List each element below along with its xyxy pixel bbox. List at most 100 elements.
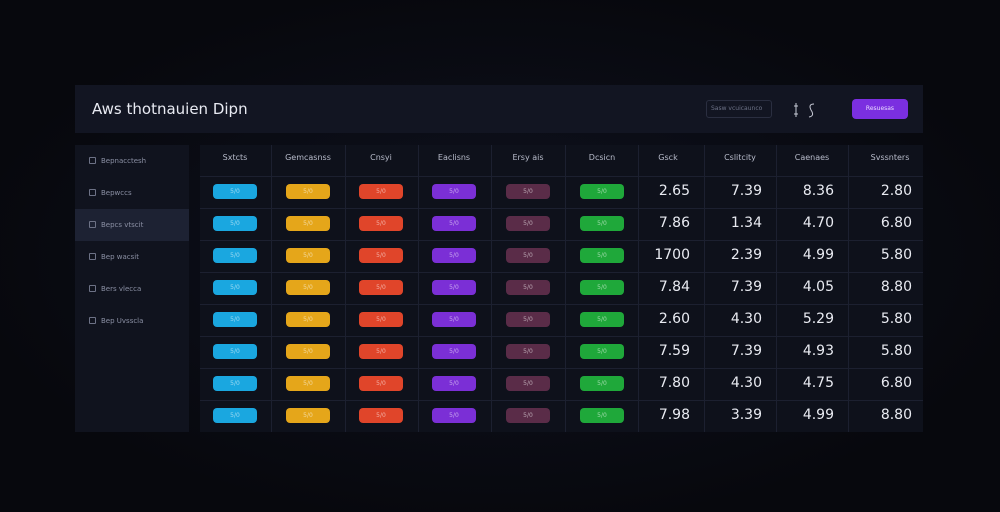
cell-value: 2.65 [658,183,690,199]
status-pill[interactable]: 5/0 [286,184,330,199]
column-header[interactable]: Cslitcity [724,153,756,162]
cell-value: 2.80 [880,183,912,199]
status-pill[interactable]: 5/0 [286,248,330,263]
status-pill[interactable]: 5/0 [286,376,330,391]
sidebar-item[interactable]: Bepwccs [101,189,132,197]
column-header[interactable]: Cnsyi [370,153,392,162]
cell-value: 7.86 [658,215,690,231]
cell-value: 6.80 [880,375,912,391]
status-pill[interactable]: 5/0 [286,216,330,231]
column-header[interactable]: Caenaes [794,153,830,162]
sidebar-item[interactable]: Bep Uvsscla [101,317,144,325]
column-header[interactable]: Ersy ais [512,153,544,162]
sidebar [75,145,189,432]
status-pill[interactable]: 5/0 [359,248,403,263]
status-pill[interactable]: 5/0 [580,184,624,199]
status-pill[interactable]: 5/0 [213,248,257,263]
status-pill[interactable]: 5/0 [506,280,550,295]
status-pill[interactable]: 5/0 [506,344,550,359]
status-pill[interactable]: 5/0 [580,376,624,391]
status-pill[interactable]: 5/0 [213,280,257,295]
cell-value: 2.60 [658,311,690,327]
cell-value: 4.93 [802,343,834,359]
status-pill[interactable]: 5/0 [359,216,403,231]
column-divider [271,145,272,432]
sidebar-item[interactable]: Bepnacctesh [101,157,147,165]
column-header[interactable]: Sxtcts [222,153,248,162]
status-pill[interactable]: 5/0 [506,216,550,231]
status-pill[interactable]: 5/0 [580,248,624,263]
status-pill[interactable]: 5/0 [432,312,476,327]
cell-value: 4.30 [730,375,762,391]
status-pill[interactable]: 5/0 [580,344,624,359]
status-pill[interactable]: 5/0 [432,280,476,295]
status-pill[interactable]: 5/0 [506,376,550,391]
status-pill[interactable]: 5/0 [359,344,403,359]
sidebar-item[interactable]: Bep wacsit [101,253,139,261]
status-pill[interactable]: 5/0 [359,280,403,295]
sidebar-item[interactable]: Bepcs vtscit [101,221,144,229]
status-pill[interactable]: 5/0 [359,184,403,199]
status-pill[interactable]: 5/0 [506,312,550,327]
cell-value: 5.80 [880,247,912,263]
status-pill[interactable]: 5/0 [213,408,257,423]
row-divider [200,272,923,273]
cell-value: 4.70 [802,215,834,231]
row-divider [200,368,923,369]
row-divider [200,208,923,209]
sidebar-icon [89,221,96,228]
sidebar-item[interactable]: Bers vlecca [101,285,142,293]
primary-button[interactable]: Resuesas [852,99,908,119]
status-pill[interactable]: 5/0 [506,184,550,199]
status-pill[interactable]: 5/0 [213,216,257,231]
status-pill[interactable]: 5/0 [432,376,476,391]
status-pill[interactable]: 5/0 [213,312,257,327]
icon[interactable] [794,103,798,117]
cell-value: 5.29 [802,311,834,327]
page-title: Aws thotnauien Dipn [92,100,248,118]
status-pill[interactable]: 5/0 [359,376,403,391]
status-pill[interactable]: 5/0 [213,376,257,391]
status-pill[interactable]: 5/0 [506,408,550,423]
header-bar [75,85,923,133]
status-pill[interactable]: 5/0 [432,184,476,199]
cell-value: 8.80 [880,407,912,423]
status-pill[interactable]: 5/0 [286,408,330,423]
status-pill[interactable]: 5/0 [213,344,257,359]
search-box[interactable]: Sasw vcuicaunco [706,100,772,118]
cell-value: 5.80 [880,311,912,327]
status-pill[interactable]: 5/0 [286,344,330,359]
status-pill[interactable]: 5/0 [359,312,403,327]
row-divider [200,304,923,305]
cell-value: 4.05 [802,279,834,295]
status-pill[interactable]: 5/0 [432,344,476,359]
status-pill[interactable]: 5/0 [580,312,624,327]
row-divider [200,240,923,241]
cell-value: 3.39 [730,407,762,423]
column-header[interactable]: Gsck [658,153,678,162]
row-divider [200,336,923,337]
column-header[interactable]: Svssnters [870,153,910,162]
status-pill[interactable]: 5/0 [286,312,330,327]
icons[interactable] [790,100,830,120]
column-header[interactable]: Dcsicn [588,153,616,162]
status-pill[interactable]: 5/0 [432,408,476,423]
column-divider [704,145,705,432]
status-pill[interactable]: 5/0 [359,408,403,423]
status-pill[interactable]: 5/0 [580,408,624,423]
icon[interactable] [808,103,815,118]
status-pill[interactable]: 5/0 [580,216,624,231]
column-header[interactable]: Eaclisns [437,153,471,162]
status-pill[interactable]: 5/0 [506,248,550,263]
status-pill[interactable]: 5/0 [580,280,624,295]
column-divider [418,145,419,432]
column-header[interactable]: Gemcasnss [285,153,331,162]
sidebar-icon [89,157,96,164]
status-pill[interactable]: 5/0 [432,216,476,231]
status-pill[interactable]: 5/0 [432,248,476,263]
status-pill[interactable]: 5/0 [286,280,330,295]
row-divider [200,400,923,401]
cell-value: 7.39 [730,343,762,359]
status-pill[interactable]: 5/0 [213,184,257,199]
